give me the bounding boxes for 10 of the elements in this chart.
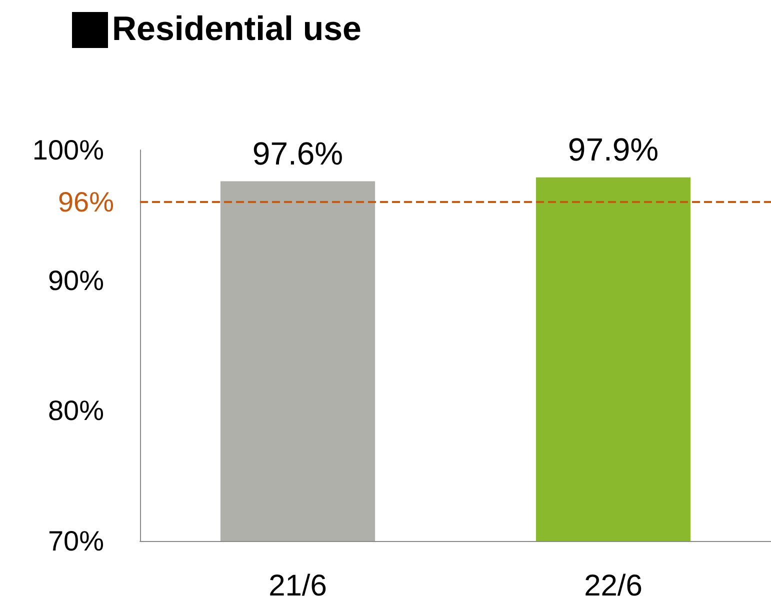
x-tick-label: 21/6 [268,570,327,602]
y-tick-label: 80% [48,395,104,426]
y-tick-label: 90% [48,264,104,296]
data-label: 97.9% [568,131,659,168]
chart-title: Residential use [112,10,362,49]
y-tick-label: 70% [48,526,104,556]
x-tick-label: 22/6 [584,570,642,602]
data-label: 97.6% [252,135,344,172]
ref-line-label: 96% [58,186,114,218]
y-tick-label: 100% [32,134,104,166]
